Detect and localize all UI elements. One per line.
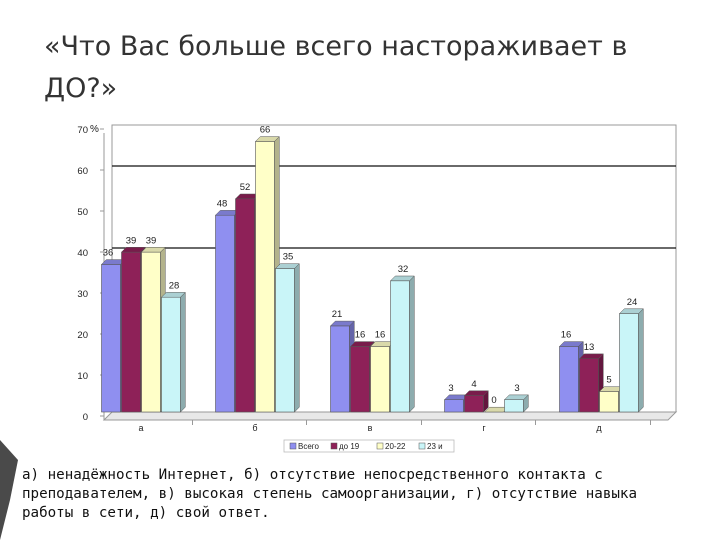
bar-front	[255, 141, 275, 413]
x-tick-label-д: д	[596, 423, 602, 433]
data-label-а-1: 39	[126, 235, 137, 246]
legend-swatch-2	[376, 442, 384, 450]
x-tick-label-а: а	[138, 423, 143, 433]
legend-swatch-3	[418, 442, 426, 450]
bar-top	[618, 308, 644, 314]
legend-label-3: 23 и	[427, 442, 443, 451]
caption: а) ненадёжность Интернет, б) отсутствие …	[22, 466, 714, 523]
legend: Всего до 19 20-22 23 и	[283, 439, 455, 453]
legend-label-2: 20-22	[385, 442, 406, 451]
y-tick-label-0: 0	[83, 412, 88, 423]
data-label-б-0: 48	[217, 198, 228, 209]
bar-front	[464, 395, 484, 413]
data-label-б-2: 66	[260, 125, 271, 136]
bar-д-3	[618, 308, 644, 413]
decorative-corner	[0, 440, 18, 540]
bar-front	[101, 264, 121, 413]
data-label-д-2: 5	[606, 375, 611, 386]
data-label-а-2: 39	[146, 235, 157, 246]
data-label-в-2: 16	[375, 330, 386, 341]
bar-front	[619, 313, 639, 413]
data-label-д-1: 13	[584, 342, 595, 353]
data-label-д-3: 24	[627, 297, 638, 308]
caption-line-3: работы в сети, д) свой ответ.	[22, 505, 270, 521]
bar-front	[215, 214, 235, 413]
bar-front	[559, 346, 579, 413]
y-tick-label-70: 70	[77, 125, 88, 136]
y-unit-label: %	[90, 124, 99, 135]
y-tick-label-60: 60	[77, 166, 88, 177]
data-label-д-0: 16	[561, 330, 572, 341]
bar-front	[141, 251, 161, 413]
slide-title: «Что Вас больше всего настораживает в ДО…	[44, 31, 628, 104]
data-label-г-0: 3	[448, 383, 453, 394]
bar-top	[120, 247, 146, 253]
bar-top	[558, 341, 584, 347]
data-label-а-0: 36	[103, 248, 114, 259]
y-tick-label-50: 50	[77, 207, 88, 218]
bars-layer	[100, 135, 644, 413]
y-tick-label-40: 40	[77, 248, 88, 259]
legend-box	[283, 439, 455, 453]
bar-side	[409, 275, 415, 413]
data-label-г-3: 3	[514, 383, 519, 394]
x-tick-label-г: г	[482, 423, 486, 433]
bar-top	[254, 136, 280, 142]
legend-label-1: до 19	[339, 442, 360, 451]
bar-front	[390, 280, 410, 413]
bar-top	[160, 292, 186, 298]
bar-side	[638, 308, 644, 413]
data-label-б-1: 52	[240, 182, 251, 193]
data-label-а-3: 28	[169, 280, 180, 291]
bar-top	[329, 320, 355, 327]
legend-swatch-1	[330, 442, 338, 450]
data-label-в-3: 32	[398, 264, 409, 275]
data-label-б-3: 35	[283, 252, 294, 263]
legend-swatch-0	[289, 442, 297, 450]
y-tick-label-30: 30	[77, 289, 88, 300]
y-tick-label-20: 20	[77, 330, 88, 341]
y-tick-label-10: 10	[77, 371, 88, 382]
bar-front	[161, 296, 181, 413]
bar-top	[578, 353, 604, 359]
bar-top	[389, 275, 415, 282]
bar-front	[504, 399, 524, 413]
x-tick-label-б: б	[252, 423, 257, 433]
data-labels-layer: 36 39 39 28 48 52 66 35 21 16 16 32 3 4 0 3 16 13 5 24	[103, 125, 638, 407]
data-label-в-0: 21	[332, 309, 343, 320]
data-label-в-1: 16	[355, 330, 366, 341]
bar-front	[579, 358, 599, 413]
legend-label-0: Всего	[298, 442, 320, 451]
bar-front	[370, 346, 390, 413]
caption-line-2: преподавателем, в) высокая степень самоо…	[22, 486, 637, 502]
bar-а-3	[160, 291, 186, 413]
bar-г-1	[463, 390, 489, 413]
bar-top	[349, 341, 375, 347]
bar-г-3	[503, 394, 529, 413]
bar-front	[330, 325, 350, 413]
plot-floor	[102, 411, 678, 421]
data-label-г-2: 0	[491, 395, 496, 406]
bar-в-3	[389, 275, 415, 413]
caption-line-1: а) ненадёжность Интернет, б) отсутствие …	[22, 467, 603, 483]
bar-top	[503, 394, 529, 400]
bar-top	[274, 263, 300, 269]
x-tick-label-в: в	[368, 423, 373, 433]
bar-top	[463, 390, 489, 396]
data-label-г-1: 4	[471, 379, 476, 390]
bar-side	[294, 263, 300, 413]
bar-front	[599, 391, 619, 413]
bar-front	[121, 251, 141, 413]
bar-front	[235, 198, 255, 413]
bar-front	[444, 399, 464, 413]
bar-б-3	[274, 263, 300, 413]
bar-side	[180, 291, 186, 413]
bar-front	[275, 268, 295, 413]
bar-top	[140, 247, 166, 253]
bar-front	[350, 346, 370, 413]
